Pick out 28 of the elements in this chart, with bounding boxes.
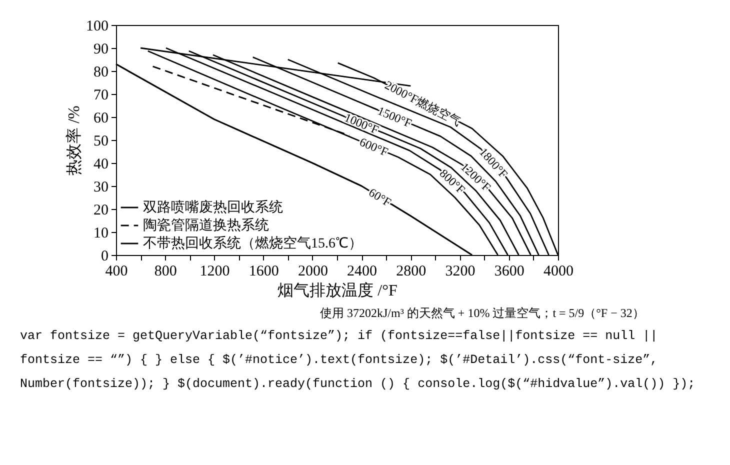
y-tick-label: 0 [101,248,108,264]
x-tick-label: 1200 [200,264,230,280]
text: var fontsize = getQueryVariable(“fontsize”); if (fontsize==false||fontsize == null || fontsize == “”) { } else { $(’#notice’).text(fontsize); $(’#Detail’).css(“font-size”, Number(fontsize)); } $(document).ready(function () { console.log($(“#hidvalue”).val()) }); [20,328,696,393]
y-tick-label: 90 [94,42,108,58]
y-tick-label: 20 [94,202,108,218]
x-tick-label: 1600 [248,264,279,280]
x-tick-label: 2000 [298,264,328,280]
x-tick-label: 4000 [544,264,574,280]
x-tick-label: 3600 [494,264,524,280]
y-tick-label: 70 [94,88,108,104]
x-tick-label: 400 [105,264,128,280]
y-tick-label: 50 [94,134,108,150]
x-tick-label: 3200 [445,264,476,280]
x-tick-label: 2800 [396,264,426,280]
y-tick-label: 30 [94,180,108,196]
y-axis-title: 热效率 /% [65,106,83,176]
x-axis-title: 烟气排放温度 /°F [278,282,398,300]
text: 使用 37202kJ/m³ 的天然气 + 10% 过量空气；t = 5/9（°F − 32） [320,305,646,322]
x-tick-label: 2400 [347,264,378,280]
y-tick-label: 100 [86,18,108,34]
y-tick-label: 10 [94,226,108,242]
legend-label: 双路喷嘴废热回收系统 [143,200,283,216]
y-tick-label: 80 [94,64,108,80]
x-tick-label: 800 [154,264,177,280]
y-tick-label: 60 [94,110,108,126]
legend-label: 陶瓷管隔道换热系统 [143,218,269,234]
legend-label: 不带热回收系统（燃烧空气15.6℃） [143,236,362,252]
y-tick-label: 40 [94,156,108,172]
